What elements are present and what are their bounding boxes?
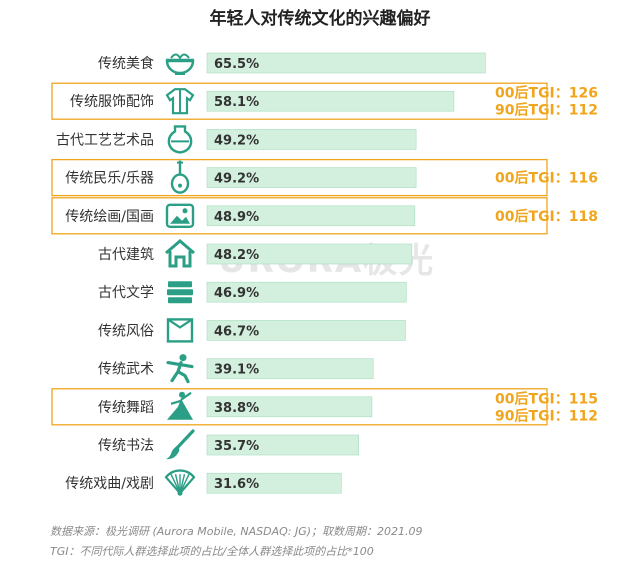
value-label: 48.2% bbox=[214, 248, 259, 263]
value-label: 49.2% bbox=[214, 133, 259, 148]
category-label: 传统戏曲/戏剧 bbox=[65, 476, 154, 492]
bar bbox=[206, 90, 455, 112]
bar bbox=[206, 205, 416, 227]
footer-note: TGI：不同代际人群选择此项的占比/全体人群选择此项的占比*100 bbox=[50, 545, 374, 558]
value-label: 46.9% bbox=[214, 286, 259, 301]
brush-icon bbox=[166, 429, 195, 460]
category-label: 传统民乐/乐器 bbox=[65, 171, 154, 187]
chart-title: 年轻人对传统文化的兴趣偏好 bbox=[210, 8, 431, 29]
books-icon bbox=[167, 281, 193, 304]
tgi-highlight-box bbox=[51, 197, 548, 235]
category-label: 古代工艺艺术品 bbox=[56, 132, 154, 148]
vase-icon bbox=[167, 125, 193, 154]
bar bbox=[206, 434, 360, 456]
bar bbox=[206, 52, 486, 74]
tgi-label: 00后TGI：115 bbox=[495, 390, 598, 407]
tgi-highlight-box bbox=[51, 158, 548, 197]
bar bbox=[206, 167, 417, 188]
bar bbox=[206, 472, 342, 494]
bar bbox=[206, 243, 413, 265]
category-label: 传统书法 bbox=[98, 438, 154, 454]
house-icon bbox=[165, 239, 195, 268]
tgi-label: 00后TGI：116 bbox=[495, 170, 598, 187]
value-label: 65.5% bbox=[214, 57, 259, 72]
category-label: 传统舞蹈 bbox=[98, 400, 154, 416]
category-label: 传统美食 bbox=[98, 55, 154, 72]
tgi-label: 90后TGI：112 bbox=[495, 407, 598, 424]
bar bbox=[206, 129, 417, 150]
category-label: 古代文学 bbox=[98, 285, 154, 301]
tgi-label: 90后TGI：112 bbox=[495, 102, 598, 119]
category-label: 传统武术 bbox=[98, 362, 154, 378]
fan-icon bbox=[164, 469, 196, 496]
value-label: 48.9% bbox=[214, 210, 259, 225]
bar bbox=[206, 281, 407, 303]
value-label: 46.7% bbox=[214, 324, 259, 339]
category-label: 古代建筑 bbox=[98, 247, 154, 263]
bar bbox=[206, 358, 374, 379]
bar bbox=[206, 320, 406, 341]
value-label: 38.8% bbox=[214, 401, 259, 416]
bowl-icon bbox=[165, 53, 195, 75]
footer-source: 数据来源：极光调研 (Aurora Mobile, NASDAQ: JG)；取数… bbox=[50, 525, 423, 538]
robe-icon bbox=[165, 88, 195, 115]
tgi-label: 00后TGI：118 bbox=[495, 208, 598, 225]
martial-arts-icon bbox=[166, 354, 194, 384]
value-label: 58.1% bbox=[214, 95, 259, 110]
dancer-icon bbox=[167, 391, 193, 420]
tgi-highlight-box bbox=[51, 82, 548, 120]
value-label: 49.2% bbox=[214, 172, 259, 187]
painting-icon bbox=[165, 203, 195, 229]
category-label: 传统绘画/国画 bbox=[65, 209, 154, 225]
value-label: 31.6% bbox=[214, 477, 259, 492]
tgi-label: 00后TGI：126 bbox=[495, 85, 598, 102]
tgi-highlight-box bbox=[51, 388, 548, 426]
value-label: 39.1% bbox=[214, 363, 259, 378]
category-label: 传统服饰配饰 bbox=[70, 94, 154, 110]
bar bbox=[206, 396, 373, 418]
value-label: 35.7% bbox=[214, 439, 259, 454]
pipa-icon bbox=[170, 160, 190, 194]
envelope-icon bbox=[166, 318, 194, 343]
category-label: 传统风俗 bbox=[98, 323, 154, 339]
